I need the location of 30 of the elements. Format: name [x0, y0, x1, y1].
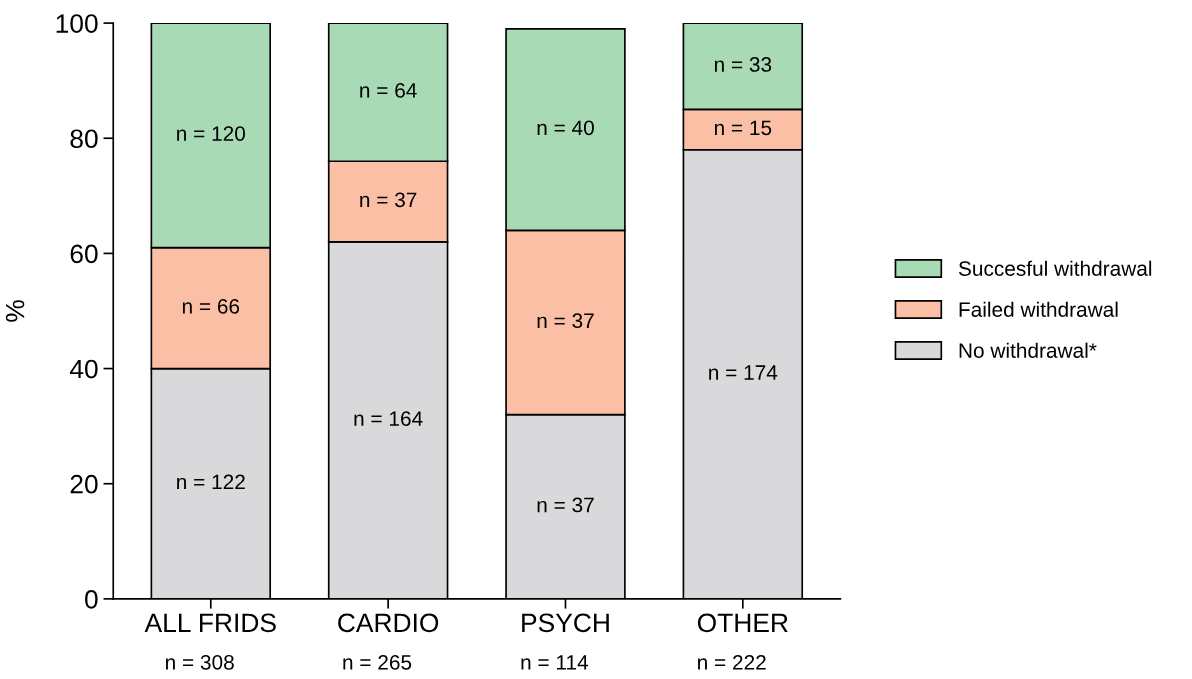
legend-label: No withdrawal* — [959, 342, 1097, 358]
annotation: n = 37 — [537, 497, 594, 513]
y-tick-label: 0 — [85, 590, 98, 609]
legend-label: Succesful withdrawal — [958, 260, 1152, 276]
annotation: n = 174 — [709, 365, 778, 380]
annotation: n = 37 — [360, 192, 417, 208]
annotation: n = 33 — [714, 57, 772, 72]
annotation: n = 15 — [714, 120, 772, 136]
y-tick-label: 20 — [70, 474, 98, 494]
annotation: n = 164 — [354, 411, 423, 426]
x-tick-label: CARDIO — [338, 613, 439, 633]
legend-label: Failed withdrawal — [959, 301, 1118, 317]
x-tick-label: PSYCH — [522, 613, 609, 633]
y-tick-label: 100 — [56, 14, 98, 33]
annotation: n = 37 — [537, 313, 594, 329]
text: n = 114 — [521, 655, 589, 670]
annotation: n = 66 — [182, 298, 240, 314]
x-tick-label: ALL FRIDS — [144, 613, 276, 633]
annotation: n = 120 — [177, 126, 246, 141]
text: n = 308 — [166, 655, 234, 670]
y-tick-label: 80 — [70, 129, 98, 149]
text: n = 265 — [343, 655, 412, 670]
y-tick-label: 40 — [69, 359, 98, 379]
annotation: n = 122 — [177, 474, 245, 490]
annotation: n = 40 — [537, 120, 594, 136]
x-tick-label: OTHER — [697, 613, 788, 633]
text: n = 222 — [698, 655, 766, 670]
annotation: n = 64 — [360, 83, 417, 98]
y-tick-label: 60 — [70, 244, 98, 264]
y-axis-title: % — [5, 300, 25, 322]
